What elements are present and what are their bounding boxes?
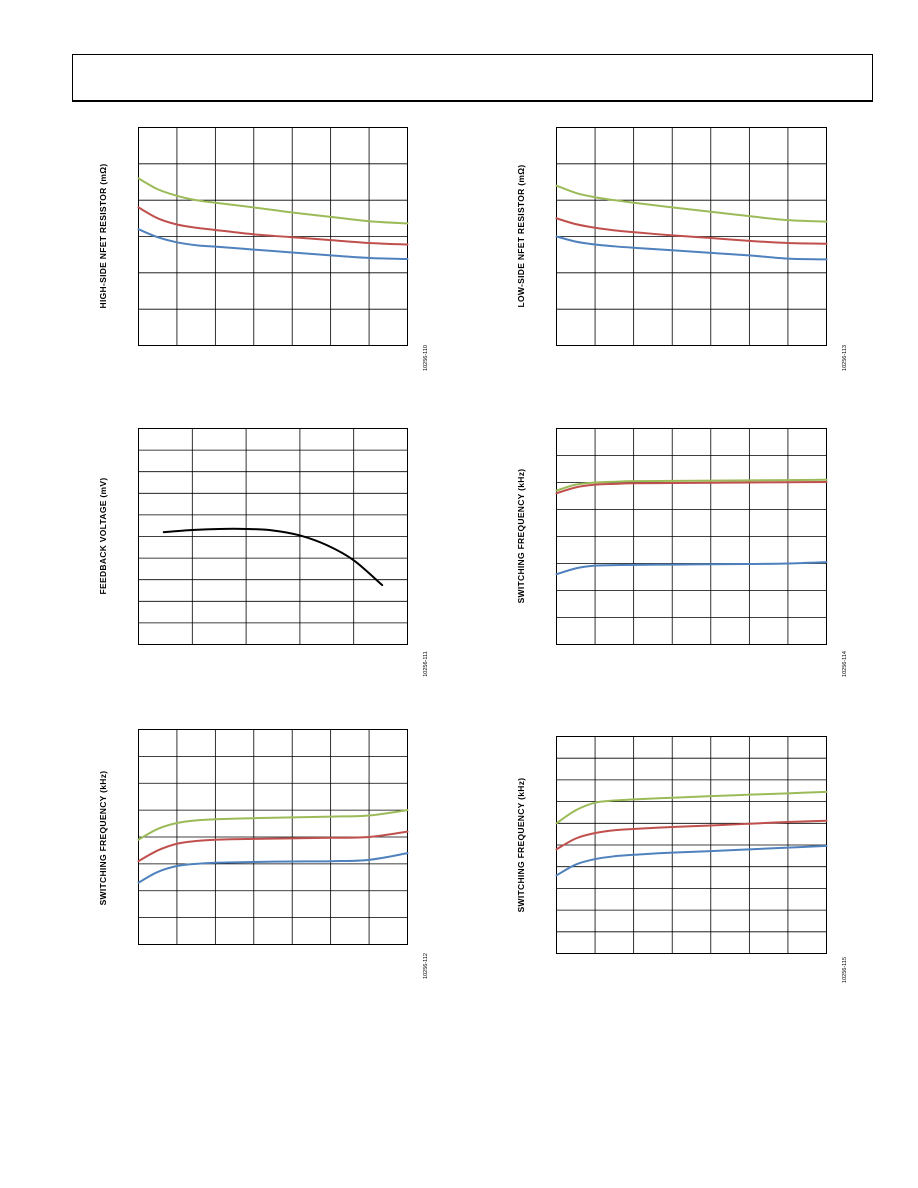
figure-id: 10256-110 [423, 345, 429, 371]
series-line [555, 844, 828, 877]
plot-frame [138, 127, 408, 346]
y-axis-label: HIGH-SIDE NFET RESISTOR (mΩ) [98, 163, 108, 309]
series-line [555, 561, 828, 576]
series-line [555, 790, 828, 825]
series-line [137, 809, 409, 841]
series-line [137, 852, 409, 884]
chart-plot-area [555, 127, 828, 346]
plot-frame [138, 428, 408, 645]
plot-frame [556, 428, 827, 645]
series-line [162, 527, 384, 587]
y-axis-label: SWITCHING FREQUENCY (kHz) [516, 777, 526, 913]
series-line [137, 228, 409, 261]
chart-plot-area [555, 428, 828, 645]
series-line [137, 177, 409, 225]
series-line [555, 184, 828, 223]
y-axis-label: SWITCHING FREQUENCY (kHz) [98, 770, 108, 906]
series-line [555, 217, 828, 245]
y-axis-label: FEEDBACK VOLTAGE (mV) [98, 477, 108, 595]
y-axis-label: SWITCHING FREQUENCY (kHz) [516, 468, 526, 604]
y-axis-label: LOW-SIDE NFET RESISTOR (mΩ) [516, 164, 526, 308]
series-line [555, 478, 828, 492]
series-line [555, 819, 828, 851]
chart-plot-area [137, 729, 409, 945]
plot-frame [138, 729, 408, 945]
chart-plot-area [137, 127, 409, 346]
figure-id: 10256-112 [423, 953, 429, 979]
figure-id: 10256-115 [842, 957, 848, 983]
figure-id: 10256-114 [842, 651, 848, 677]
chart-plot-area [555, 736, 828, 954]
figure-id: 10256-111 [423, 651, 429, 677]
series-line [555, 480, 828, 495]
series-line [555, 235, 828, 261]
series-line [137, 206, 409, 246]
figure-id: 10256-113 [842, 345, 848, 371]
chart-plot-area [138, 428, 408, 645]
page-header-box [72, 54, 873, 102]
series-line [137, 830, 409, 863]
